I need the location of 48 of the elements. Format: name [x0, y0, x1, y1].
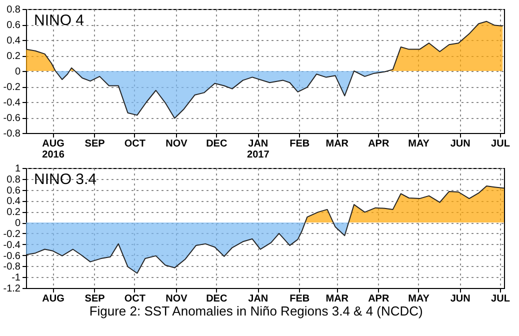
y-tick-label: -0.6 — [3, 250, 21, 262]
y-tick-label: 0.6 — [6, 185, 21, 196]
y-tick-label: 0.8 — [6, 174, 21, 186]
x-tick-label: SEP — [84, 294, 106, 304]
x-tick-label: NOV — [166, 294, 188, 304]
y-tick-label: 0.4 — [6, 36, 21, 46]
chart-title: NINO 4 — [34, 12, 84, 29]
x-tick-label: MAR — [326, 294, 350, 304]
y-tick-label: 0 — [14, 218, 21, 230]
caption: Figure 2: SST Anomalies in Niño Regions 3.4 & 4 (NCDC) — [89, 304, 423, 318]
x-tick-label: JAN 2017 — [247, 138, 270, 160]
y-tick-label: 0.4 — [6, 196, 21, 208]
y-tick-label: -0.4 — [3, 240, 21, 251]
y-tick-label: -0.2 — [3, 82, 21, 93]
y-tick-label: -0.8 — [3, 128, 21, 140]
y-tick-label: -0.8 — [3, 262, 21, 273]
x-tick-label: SEP — [84, 138, 106, 150]
x-tick-label: AUG — [42, 294, 65, 304]
x-tick-label: NOV — [166, 138, 188, 150]
x-tick-label: DEC — [206, 138, 228, 150]
y-tick-label: -0.2 — [3, 228, 21, 240]
y-tick-label: 1 — [14, 164, 21, 174]
y-tick-label: -1.2 — [3, 284, 21, 294]
y-tick-label: 0 — [14, 66, 21, 78]
x-tick-label: MAY — [408, 138, 430, 150]
y-tick-label: 0.6 — [6, 20, 21, 31]
x-tick-label: FEB — [290, 138, 310, 150]
y-tick-label: 0.2 — [6, 51, 21, 62]
x-tick-label: DEC — [206, 294, 228, 304]
x-tick-label: JAN — [248, 294, 268, 304]
x-tick-label: JUN — [450, 294, 470, 304]
x-tick-label: MAR — [326, 138, 350, 150]
y-tick-label: -1 — [12, 272, 21, 284]
y-tick-label: 0.2 — [6, 207, 21, 218]
x-tick-label: APR — [368, 138, 390, 150]
x-tick-label: JUN — [450, 138, 470, 150]
x-tick-label: AUG 2016 — [42, 138, 65, 160]
y-tick-label: -0.4 — [3, 98, 21, 108]
x-tick-label: JUL — [491, 294, 510, 304]
y-tick-label: -0.6 — [3, 113, 21, 124]
y-tick-label: 0.8 — [6, 4, 21, 16]
x-tick-label: OCT — [124, 294, 146, 304]
chart-title: NINO 3.4 — [34, 171, 97, 188]
x-tick-label: JUL — [491, 138, 510, 150]
x-tick-label: FEB — [290, 294, 310, 304]
x-tick-label: APR — [368, 294, 390, 304]
x-tick-label: OCT — [124, 138, 146, 150]
x-tick-label: MAY — [408, 294, 430, 304]
